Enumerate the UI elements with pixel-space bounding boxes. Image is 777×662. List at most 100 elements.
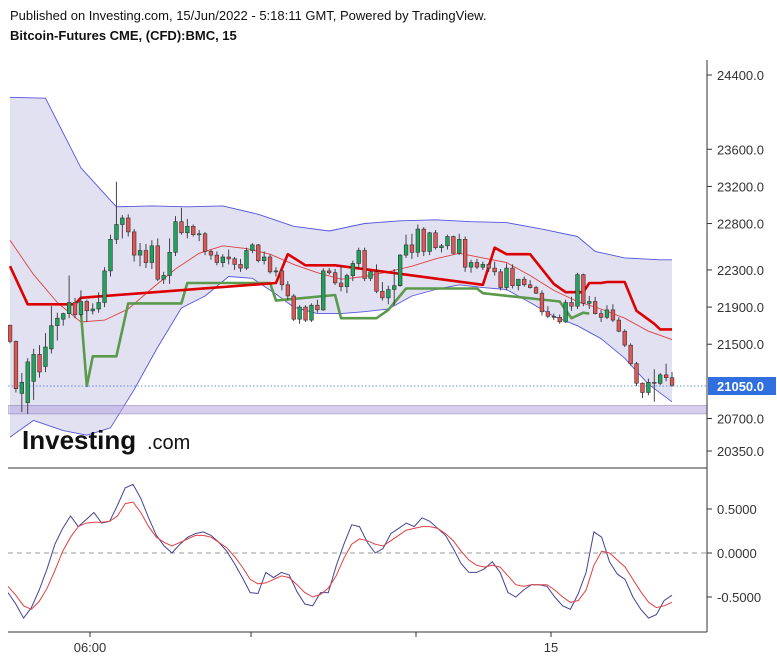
candle — [297, 305, 302, 324]
candle-body — [208, 251, 214, 256]
candle — [492, 261, 497, 276]
candle-body — [350, 263, 356, 276]
candle-body — [309, 304, 314, 321]
candle — [522, 276, 527, 287]
candle-body — [179, 221, 184, 234]
candle — [468, 259, 474, 273]
candle-body — [545, 311, 551, 317]
candle — [208, 249, 214, 260]
candle-body — [149, 245, 155, 263]
candle — [628, 343, 633, 366]
candle-body — [551, 316, 557, 318]
candle-body — [409, 244, 415, 253]
candle-body — [285, 284, 291, 297]
y-tick-label: 23600.0 — [717, 142, 764, 157]
candle-body — [392, 285, 397, 290]
candle — [610, 304, 616, 322]
candle — [167, 238, 172, 284]
candle-body — [273, 270, 279, 273]
candle — [669, 372, 675, 387]
candle — [557, 314, 562, 324]
candle — [108, 234, 113, 277]
candle-body — [67, 302, 72, 314]
candle-body — [120, 217, 125, 225]
candle-body — [90, 308, 95, 312]
candle — [433, 230, 438, 250]
candle-body — [8, 324, 13, 342]
candle — [592, 296, 598, 315]
candle-body — [191, 226, 196, 236]
candle — [61, 312, 66, 326]
candle — [220, 254, 226, 268]
candle — [173, 216, 178, 257]
candle-body — [504, 267, 509, 288]
candle-body — [386, 289, 391, 299]
candle-body — [321, 270, 326, 311]
candle — [663, 363, 669, 382]
candle-body — [451, 236, 456, 254]
osc-y-tick-label: 0.0000 — [717, 546, 757, 561]
symbol-title: Bitcoin-Futures CME, (CFD):BMC, 15 — [10, 28, 237, 43]
y-tick-label: 22800.0 — [717, 217, 764, 232]
candle — [244, 247, 249, 270]
x-tick-label: 06:00 — [74, 640, 107, 655]
candle-body — [220, 256, 226, 263]
candle — [332, 269, 338, 285]
candle — [8, 324, 13, 344]
candle-body — [510, 267, 515, 287]
candle — [43, 333, 48, 373]
candle-body — [344, 275, 350, 287]
candle — [191, 224, 196, 237]
candle — [197, 230, 202, 242]
candle-body — [646, 381, 651, 393]
candle-body — [55, 317, 60, 326]
candle — [374, 264, 379, 294]
candle — [622, 329, 627, 348]
candle — [96, 292, 101, 313]
candle — [78, 290, 84, 317]
candle-body — [25, 361, 30, 403]
candle-body — [297, 306, 302, 320]
candle-body — [132, 231, 137, 256]
candle-body — [575, 274, 580, 307]
candle — [90, 303, 95, 315]
candle — [504, 263, 509, 291]
candle-body — [315, 304, 320, 311]
candle-body — [598, 313, 604, 318]
candle-body — [197, 233, 202, 236]
candle — [238, 258, 243, 272]
candle — [403, 234, 409, 258]
candle-body — [72, 302, 78, 315]
candle — [143, 243, 149, 269]
candle-body — [397, 254, 403, 287]
candle — [563, 299, 568, 323]
candle — [291, 294, 296, 322]
candle — [598, 309, 604, 322]
candle-body — [468, 262, 474, 268]
candle-body — [356, 250, 361, 264]
candle — [326, 268, 332, 275]
candle — [149, 240, 155, 270]
candle-body — [557, 316, 562, 323]
stop-line-green — [79, 281, 590, 388]
candle — [102, 267, 107, 308]
candle-body — [250, 244, 255, 251]
candle — [155, 238, 160, 282]
candle — [185, 218, 190, 239]
candle-body — [108, 239, 113, 272]
candle — [427, 231, 432, 256]
candle — [575, 272, 580, 309]
candle-body — [78, 301, 84, 315]
candle — [474, 258, 480, 270]
candle — [214, 251, 220, 266]
candle-body — [457, 239, 462, 254]
candle-body — [610, 309, 616, 321]
x-tick-label: 15 — [544, 640, 558, 655]
candle — [226, 249, 231, 265]
candle — [179, 207, 184, 235]
candle — [202, 231, 208, 256]
candle-body — [587, 301, 592, 304]
logo-suffix: .com — [147, 432, 190, 454]
y-tick-label: 20350.0 — [717, 444, 764, 459]
